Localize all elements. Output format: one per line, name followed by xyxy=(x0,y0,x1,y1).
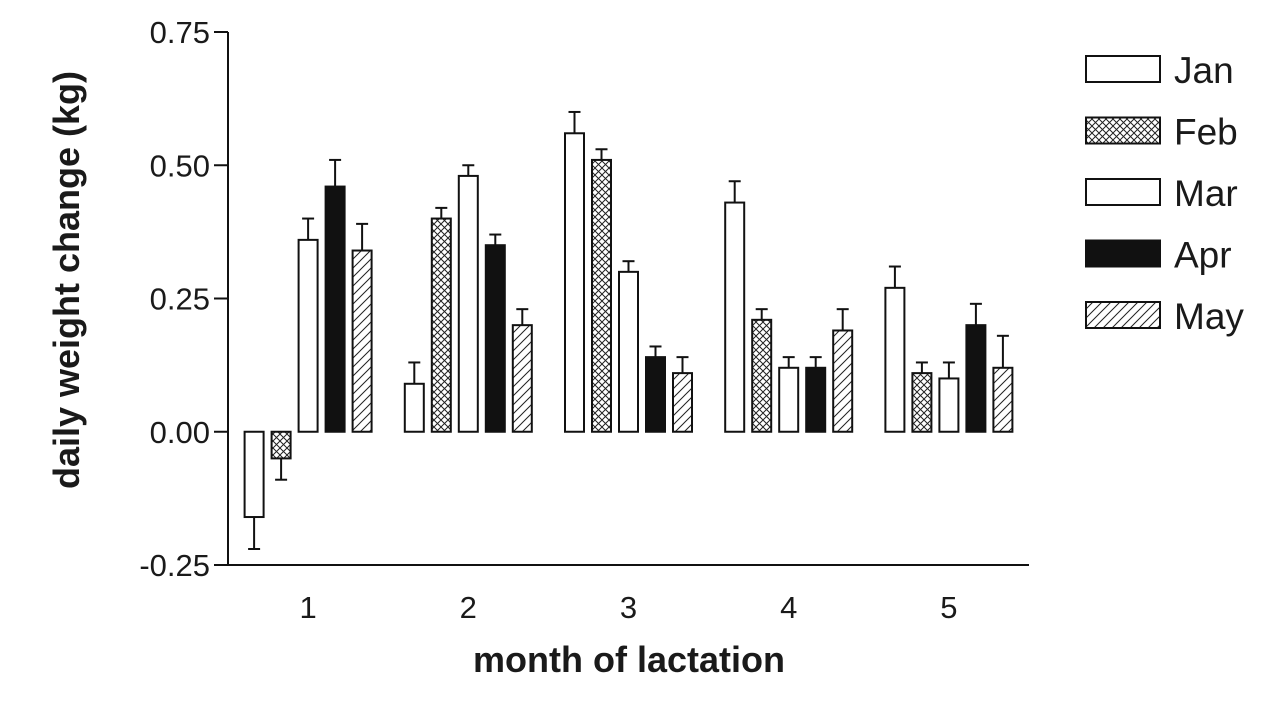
x-tick-label: 1 xyxy=(299,590,316,625)
bar xyxy=(965,324,987,433)
bar xyxy=(832,329,854,433)
bar xyxy=(992,366,1014,433)
x-tick-label: 3 xyxy=(620,590,637,625)
y-tick-label: 0.00 xyxy=(150,415,210,450)
legend-label: May xyxy=(1174,296,1244,337)
bar xyxy=(430,217,452,433)
x-tick-label: 2 xyxy=(460,590,477,625)
bar xyxy=(672,372,693,433)
x-tick-label: 4 xyxy=(780,590,797,625)
bars xyxy=(243,110,1014,551)
bar xyxy=(591,158,612,433)
legend-swatch xyxy=(1085,55,1161,83)
bar xyxy=(938,377,960,433)
legend-swatch xyxy=(1085,178,1161,206)
bar xyxy=(618,270,639,433)
legend: Jan Feb Mar Apr May xyxy=(1085,50,1244,337)
x-axis-title: month of lactation xyxy=(473,639,785,680)
bar xyxy=(297,238,319,433)
bar xyxy=(484,244,506,433)
bar xyxy=(564,132,585,433)
y-tick-label: -0.25 xyxy=(139,548,210,583)
bar xyxy=(645,356,666,433)
y-tick-label: 0.25 xyxy=(150,282,210,317)
y-axis-title: daily weight change (kg) xyxy=(46,71,87,489)
legend-swatch xyxy=(1085,116,1161,145)
x-axis: 1 2 3 4 5 xyxy=(228,564,1029,625)
bar xyxy=(724,201,746,433)
legend-swatch xyxy=(1085,301,1161,329)
x-tick-label: 5 xyxy=(940,590,957,625)
y-axis: 0.75 0.50 0.25 0.00 -0.25 xyxy=(139,15,229,583)
bar xyxy=(243,430,265,519)
bar xyxy=(911,372,933,433)
bar xyxy=(884,286,906,433)
bar xyxy=(324,185,346,433)
bar xyxy=(751,318,773,433)
bar xyxy=(805,366,827,433)
legend-label: Mar xyxy=(1174,173,1238,214)
y-tick-label: 0.50 xyxy=(150,148,210,183)
bar xyxy=(778,366,800,433)
bar xyxy=(351,249,373,433)
legend-swatch xyxy=(1085,239,1161,268)
legend-label: Apr xyxy=(1174,235,1232,276)
legend-label: Jan xyxy=(1174,50,1234,91)
y-tick-label: 0.75 xyxy=(150,15,210,50)
bar xyxy=(511,324,533,433)
bar xyxy=(457,174,479,433)
bar xyxy=(270,430,292,460)
legend-label: Feb xyxy=(1174,112,1238,153)
bar xyxy=(403,382,425,433)
